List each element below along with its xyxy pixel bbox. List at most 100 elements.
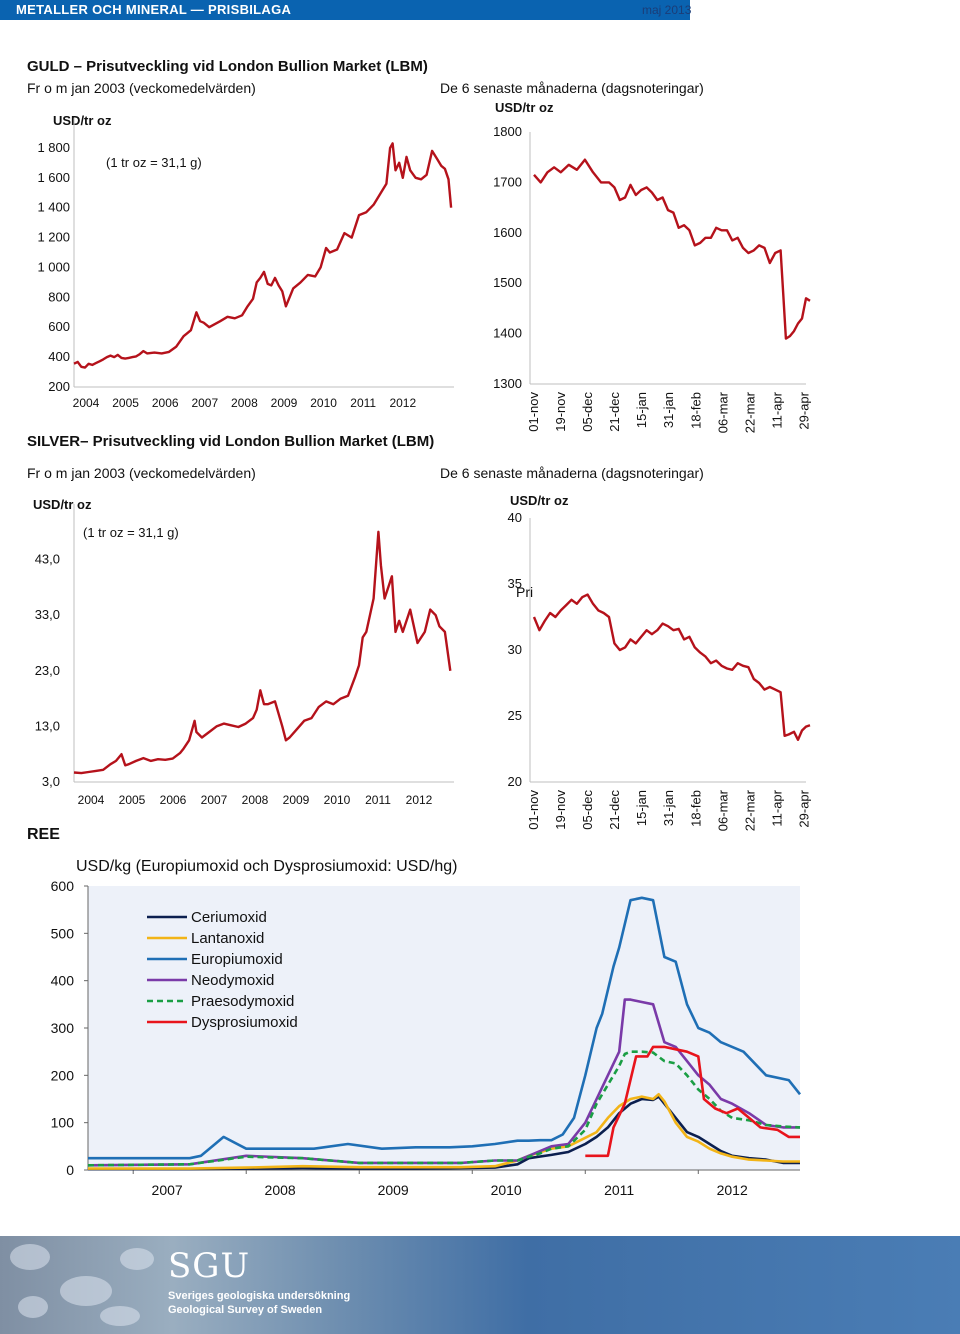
ree-x-tick-label: 2012	[717, 1182, 748, 1198]
silver-daily-x-tick-label: 29-apr	[796, 789, 811, 827]
gold-daily-x-tick-label: 22-mar	[742, 391, 757, 433]
silver-weekly-x-tick-label: 2010	[324, 793, 351, 807]
gold-daily-x-tick-label: 11-apr	[769, 391, 784, 428]
silver-conversion: (1 tr oz = 31,1 g)	[83, 525, 179, 540]
gold-weekly-y-tick-label: 1 600	[37, 170, 70, 185]
silver-weekly-y-tick-label: 33,0	[35, 607, 60, 622]
gold-weekly-x-tick-label: 2009	[271, 396, 298, 410]
legend-label-neodymoxid: Neodymoxid	[191, 972, 274, 989]
gold-weekly-x-tick-label: 2004	[73, 396, 100, 410]
ree-x-tick-label: 2009	[378, 1182, 409, 1198]
silver-weekly-x-tick-label: 2009	[283, 793, 310, 807]
gold-daily-price-line	[533, 158, 811, 340]
gold-right-unit: USD/tr oz	[495, 100, 554, 115]
silver-daily-y-tick-label: 35	[508, 576, 522, 591]
footer-banner: SGU Sveriges geologiska undersökning Geo…	[0, 1236, 960, 1334]
sgu-logo: SGU	[168, 1246, 251, 1286]
silver-daily-x-tick-label: 01-nov	[526, 790, 541, 830]
ree-series-dysprosiumoxid	[585, 1045, 800, 1158]
gold-left-subtitle: Fr o m jan 2003 (veckomedelvärden)	[27, 80, 256, 96]
pebble-decoration	[60, 1276, 112, 1306]
gold-weekly-y-tick-label: 800	[48, 289, 70, 304]
silver-daily-x-tick-label: 19-nov	[553, 790, 568, 830]
gold-title: GULD – Prisutveckling vid London Bullion…	[27, 58, 428, 75]
gold-weekly-y-tick-label: 1 800	[37, 140, 70, 155]
gold-daily-x-tick-label: 29-apr	[796, 391, 811, 429]
gold-daily-y-tick-label: 1400	[493, 326, 522, 341]
silver-weekly-x-tick-label: 2006	[160, 793, 187, 807]
ree-y-tick-label: 400	[51, 973, 75, 989]
ree-y-tick-label: 200	[51, 1067, 75, 1083]
ree-y-tick-label: 500	[51, 925, 75, 941]
silver-daily-x-tick-label: 11-apr	[769, 789, 784, 826]
gold-daily-x-tick-label: 21-dec	[607, 392, 622, 432]
gold-daily-y-tick-label: 1700	[493, 174, 522, 189]
gold-weekly-x-tick-label: 2006	[152, 396, 179, 410]
silver-weekly-x-tick-label: 2011	[365, 793, 391, 807]
silver-weekly-x-tick-label: 2007	[201, 793, 228, 807]
ree-x-tick-label: 2008	[265, 1182, 296, 1198]
gold-weekly-x-tick-label: 2011	[350, 396, 376, 410]
silver-weekly-x-tick-label: 2012	[406, 793, 433, 807]
ree-series-lantanoxid	[88, 1093, 800, 1170]
ree-section-label: REE	[27, 826, 60, 843]
silver-daily-x-tick-label: 18-feb	[688, 790, 703, 827]
ree-x-tick-label: 2010	[491, 1182, 522, 1198]
silver-left-unit: USD/tr oz	[33, 497, 92, 512]
silver-weekly-y-tick-label: 23,0	[35, 663, 60, 678]
pebble-decoration	[18, 1296, 48, 1318]
page-header: METALLER OCH MINERAL — PRISBILAGA maj 20…	[0, 0, 960, 20]
gold-right-subtitle: De 6 senaste månaderna (dagsnoteringar)	[440, 80, 704, 96]
ree-x-tick-label: 2011	[604, 1182, 634, 1198]
gold-daily-x-tick-label: 19-nov	[553, 392, 568, 432]
gold-weekly-y-tick-label: 1 200	[37, 230, 70, 245]
silver-weekly-y-tick-label: 13,0	[35, 718, 60, 733]
ree-y-tick-label: 0	[66, 1162, 74, 1178]
silver-daily-x-tick-label: 31-jan	[661, 790, 676, 826]
silver-stray-label: Pri	[516, 584, 534, 600]
gold-weekly-y-tick-label: 1 400	[37, 200, 70, 215]
silver-weekly-x-tick-label: 2004	[78, 793, 105, 807]
gold-daily-y-tick-label: 1300	[493, 376, 522, 391]
silver-daily-y-tick-label: 40	[508, 510, 522, 525]
ree-y-tick-label: 300	[51, 1020, 75, 1036]
silver-daily-y-tick-label: 20	[508, 774, 522, 789]
gold-weekly-y-tick-label: 400	[48, 349, 70, 364]
silver-daily-x-tick-label: 21-dec	[607, 790, 622, 830]
silver-weekly-price-line	[73, 530, 452, 775]
ree-y-tick-label: 600	[51, 878, 75, 894]
silver-daily-x-tick-label: 05-dec	[580, 790, 595, 830]
header-date: maj 2013	[642, 3, 692, 17]
gold-weekly-y-tick-label: 1 000	[37, 259, 70, 274]
pebble-decoration	[10, 1244, 50, 1270]
gold-daily-x-tick-label: 01-nov	[526, 392, 541, 432]
gold-conversion: (1 tr oz = 31,1 g)	[106, 155, 202, 170]
gold-daily-x-tick-label: 31-jan	[661, 392, 676, 428]
legend-label-ceriumoxid: Ceriumoxid	[191, 909, 267, 926]
silver-title: SILVER– Prisutveckling vid London Bullio…	[27, 433, 435, 450]
silver-weekly-x-tick-label: 2008	[242, 793, 269, 807]
silver-left-subtitle: Fr o m jan 2003 (veckomedelvärden)	[27, 465, 256, 481]
silver-daily-x-tick-label: 22-mar	[742, 789, 757, 831]
gold-weekly-price-line	[73, 142, 453, 369]
gold-daily-y-tick-label: 1800	[493, 124, 522, 139]
sgu-name-english: Geological Survey of Sweden	[168, 1304, 323, 1316]
silver-weekly-y-tick-label: 43,0	[35, 552, 60, 567]
header-right-panel: maj 2013	[642, 0, 960, 20]
silver-daily-x-tick-label: 15-jan	[634, 790, 649, 826]
gold-weekly-x-tick-label: 2010	[310, 396, 337, 410]
gold-daily-y-tick-label: 1600	[493, 225, 522, 240]
gold-weekly-x-tick-label: 2012	[389, 396, 416, 410]
pebble-decoration	[120, 1248, 154, 1270]
silver-right-unit: USD/tr oz	[510, 493, 569, 508]
legend-label-europiumoxid: Europiumoxid	[191, 951, 283, 968]
legend-label-dysprosiumoxid: Dysprosiumoxid	[191, 1014, 298, 1031]
gold-left-unit: USD/tr oz	[53, 113, 112, 128]
silver-daily-y-tick-label: 30	[508, 642, 522, 657]
ree-series-europiumoxid	[88, 896, 802, 1160]
ree-unit-label: USD/kg (Europiumoxid och Dysprosiumoxid:…	[76, 858, 458, 875]
